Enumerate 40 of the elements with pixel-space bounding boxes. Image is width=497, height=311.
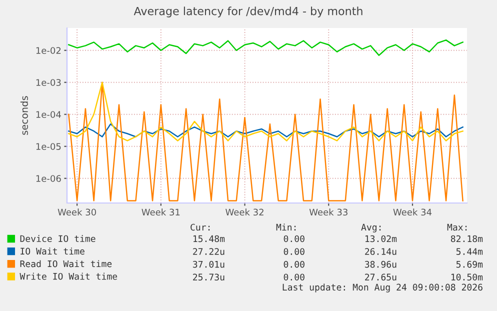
text: 0.00 xyxy=(284,260,304,268)
text: 25.73u xyxy=(193,274,224,281)
x-tick-label: Week 34 xyxy=(393,208,432,216)
text: 82.18m xyxy=(450,235,483,242)
text: Last update: Mon Aug 24 09:00:08 2026 xyxy=(282,284,482,292)
text: 5.69m xyxy=(456,260,483,268)
text: 0.00 xyxy=(284,235,304,242)
text: Cur: xyxy=(190,224,210,231)
legend-label: Write IO Wait time xyxy=(20,272,118,280)
line-series xyxy=(68,82,464,142)
y-tick-label: 1e-04 xyxy=(36,111,61,118)
text: 10.50m xyxy=(451,274,483,281)
text: Min: xyxy=(276,224,296,231)
line-series xyxy=(68,123,464,138)
legend-label: IO Wait time xyxy=(20,248,84,255)
x-tick-label: Week 30 xyxy=(58,208,96,216)
text: Avg: xyxy=(361,224,381,232)
y-tick-label: 1e-05 xyxy=(36,143,61,150)
legend-label: Device IO time xyxy=(20,235,96,242)
text: 37.01u xyxy=(192,260,224,268)
text: 0.00 xyxy=(284,248,304,255)
line-series xyxy=(68,39,464,56)
x-tick-label: Week 31 xyxy=(142,208,180,216)
text: 15.48m xyxy=(193,235,225,242)
x-tick-label: Week 33 xyxy=(309,208,348,216)
text: 0.00 xyxy=(284,274,304,281)
y-tick-label: 1e-02 xyxy=(36,47,61,54)
text: 5.44m xyxy=(456,248,483,255)
text: 13.02m xyxy=(365,235,397,242)
legend-label: Read IO Wait time xyxy=(20,260,112,268)
x-tick-label: Week 32 xyxy=(226,208,264,216)
text: 27.22u xyxy=(193,248,224,255)
y-axis-title: seconds xyxy=(20,96,28,135)
text: 38.96u xyxy=(364,260,396,268)
text: Max: xyxy=(447,224,467,231)
text: 27.65u xyxy=(365,274,396,281)
text: 26.14u xyxy=(365,248,396,255)
y-tick-label: 1e-03 xyxy=(36,79,61,86)
chart-title: Average latency for /dev/md4 - by month xyxy=(134,6,362,18)
y-tick-label: 1e-06 xyxy=(36,175,61,182)
